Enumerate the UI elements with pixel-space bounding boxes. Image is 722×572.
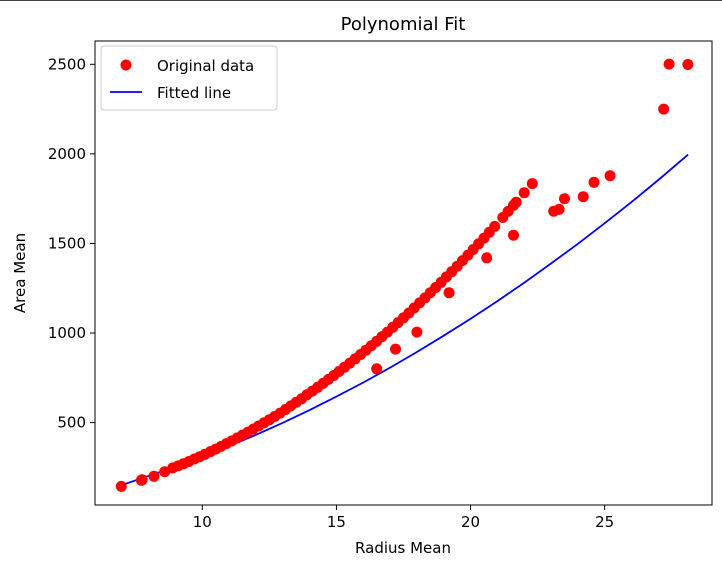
chart-title: Polynomial Fit	[341, 14, 466, 35]
x-tick-label: 15	[327, 513, 346, 531]
data-point	[577, 191, 589, 203]
data-point	[553, 203, 565, 215]
data-point	[489, 220, 501, 232]
y-tick-label: 1000	[48, 324, 86, 342]
data-point	[136, 474, 148, 486]
x-tick-label: 25	[595, 513, 614, 531]
data-point	[481, 252, 493, 264]
x-tick-label: 20	[461, 513, 480, 531]
data-point	[411, 326, 423, 338]
legend-label-fitted-line: Fitted line	[157, 84, 231, 102]
data-point	[526, 178, 538, 190]
plot-area	[94, 40, 713, 506]
data-point	[371, 363, 383, 375]
x-axis-label: Radius Mean	[355, 539, 451, 557]
data-point	[518, 187, 530, 199]
data-point	[682, 59, 694, 70]
data-point	[115, 480, 127, 492]
data-point	[663, 58, 675, 70]
y-axis-label: Area Mean	[11, 233, 29, 313]
data-point	[443, 287, 455, 299]
y-tick-label: 2500	[48, 55, 86, 73]
legend-marker-original-data	[120, 59, 132, 71]
y-tick-label: 2000	[48, 145, 86, 163]
data-point	[658, 103, 670, 115]
original-data-series	[115, 58, 694, 492]
x-axis-ticks: 10 15 20 25	[193, 505, 614, 531]
data-point	[510, 196, 522, 208]
data-point	[508, 229, 519, 241]
y-axis-ticks: 500 1000 1500 2000 2500	[48, 55, 95, 432]
data-point	[604, 170, 616, 182]
legend-label-original-data: Original data	[157, 57, 254, 75]
legend-box	[100, 45, 278, 111]
data-point	[588, 176, 600, 188]
data-point	[390, 343, 401, 355]
data-point	[559, 193, 570, 205]
y-tick-label: 1500	[48, 234, 86, 252]
data-point	[148, 470, 160, 482]
legend: Original data Fitted line	[100, 45, 278, 111]
y-tick-label: 500	[57, 414, 86, 432]
x-tick-label: 10	[193, 513, 212, 531]
